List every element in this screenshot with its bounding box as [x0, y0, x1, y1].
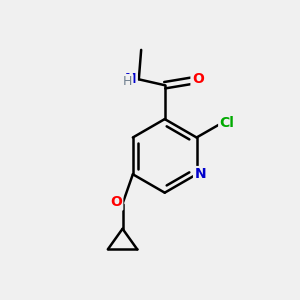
- Text: N: N: [125, 72, 136, 86]
- Text: O: O: [110, 195, 122, 209]
- Text: H: H: [123, 75, 132, 88]
- Text: Cl: Cl: [220, 116, 234, 130]
- Text: N: N: [194, 167, 206, 181]
- Text: O: O: [192, 72, 204, 86]
